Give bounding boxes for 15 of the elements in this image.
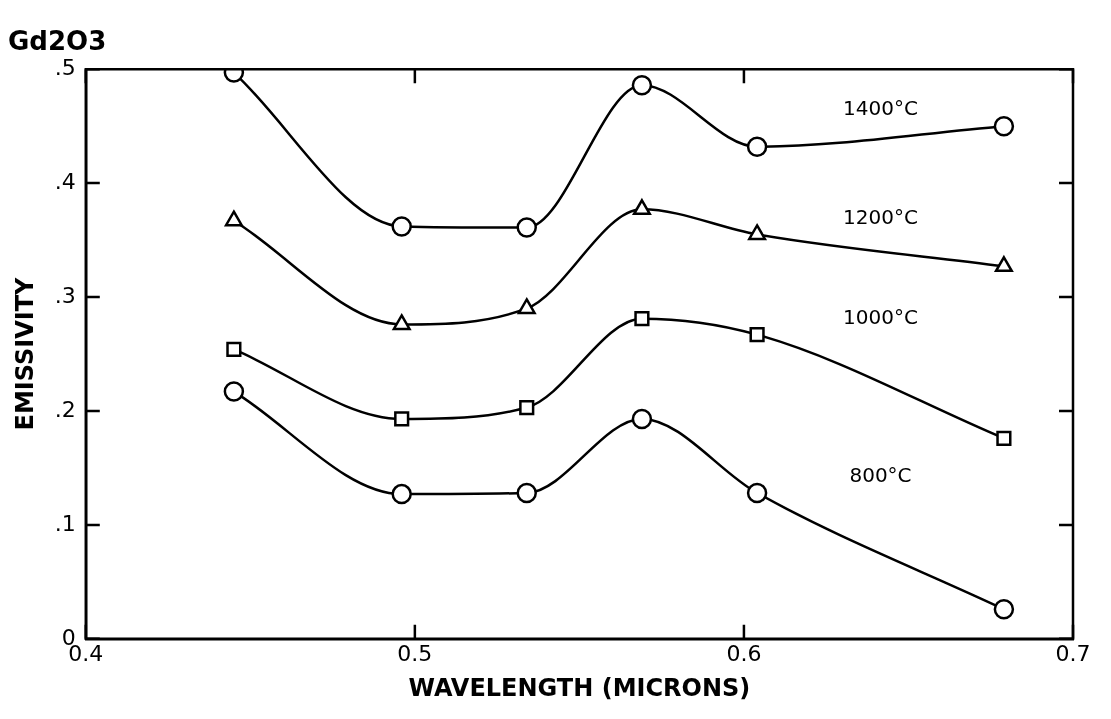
x-tick-label: 0.6 [726, 640, 762, 666]
y-tick-label: .5 [54, 54, 76, 80]
series-label: 1200°C [843, 204, 918, 229]
series-label: 1000°C [843, 304, 918, 329]
y-axis-title: EMISSIVITY [10, 276, 39, 431]
x-tick-label: 0.7 [1055, 640, 1091, 666]
text: 800°C [849, 463, 912, 488]
x-axis-title: WAVELENGTH (MICRONS) [408, 673, 751, 702]
series-label: 1400°C [843, 96, 918, 121]
chart-title: Gd2O3 [8, 26, 107, 57]
y-tick-label: .1 [54, 510, 76, 536]
y-tick-label: .4 [54, 168, 76, 194]
x-tick-label: 0.5 [397, 640, 433, 666]
y-tick-label: .3 [54, 282, 76, 308]
y-tick-label: .2 [54, 396, 76, 422]
